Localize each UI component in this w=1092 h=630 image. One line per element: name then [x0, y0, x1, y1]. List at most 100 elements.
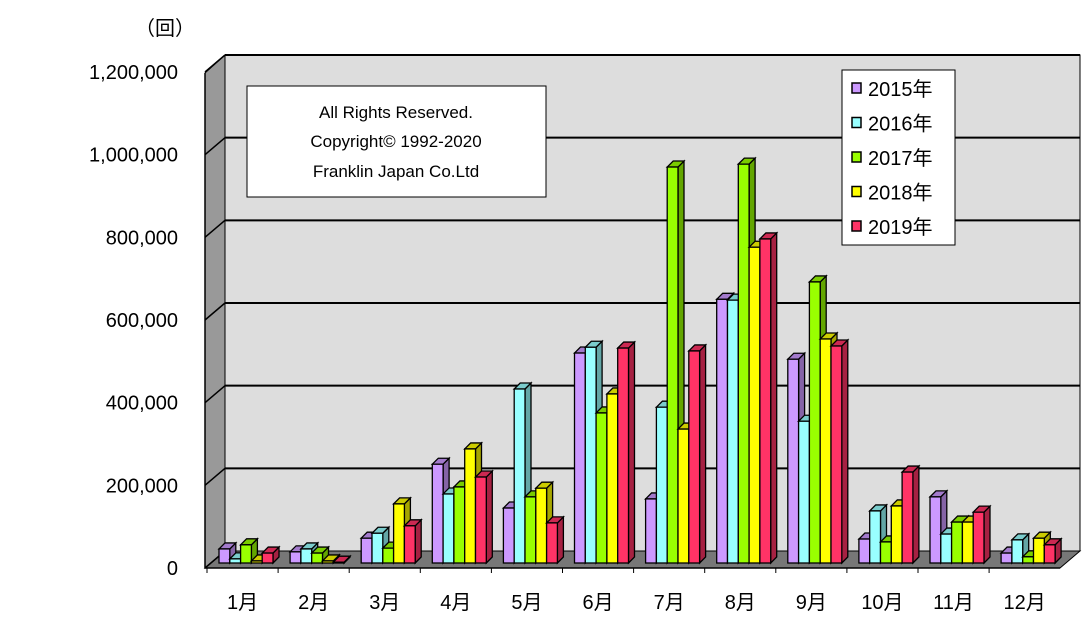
bar-front [1032, 537, 1045, 564]
y-tick-label: 1,200,000 [89, 62, 178, 84]
bar-front [502, 507, 515, 564]
bar-side [983, 504, 991, 565]
copyright-box: All Rights Reserved. Copyright© 1992-202… [246, 85, 547, 198]
legend-label: 2015年 [868, 78, 933, 101]
bar-front [726, 299, 739, 564]
legend-swatch [851, 151, 862, 163]
bar-front [289, 551, 302, 564]
x-tick-label: 9月 [796, 592, 827, 614]
bar-front [453, 486, 466, 564]
bar-front [442, 493, 455, 564]
bar-front [360, 537, 373, 564]
legend-label: 2017年 [868, 147, 933, 170]
bar-front [595, 412, 608, 564]
bar [473, 469, 494, 565]
bar-front [321, 560, 334, 564]
bar-front [311, 552, 324, 564]
copyright-line-3: Franklin Japan Co.Ltd [313, 162, 479, 181]
bar [900, 464, 921, 565]
x-tick-label: 7月 [654, 592, 685, 614]
bar [829, 338, 850, 565]
x-tick-label: 5月 [511, 592, 542, 614]
legend-swatch [851, 185, 862, 198]
bar-front [655, 406, 668, 564]
bar-side [841, 338, 849, 565]
bar-side [698, 343, 707, 565]
bar-front [300, 548, 313, 564]
bar-front [759, 238, 772, 564]
bar-front [797, 420, 811, 564]
bar-front [239, 544, 253, 564]
bar [758, 231, 779, 565]
gridline-side [204, 385, 226, 404]
bar-front [250, 560, 263, 564]
unit-label: （回） [135, 17, 195, 40]
bar-front [1043, 544, 1056, 564]
x-tick-label: 8月 [725, 592, 756, 614]
y-tick-label: 600,000 [106, 310, 178, 332]
legend: 2015年 2016年 2017年 2018年 2019年 [841, 69, 956, 246]
x-tick-label: 1月 [227, 592, 258, 614]
bar-front [431, 463, 444, 564]
copyright-line-1: All Rights Reserved. [319, 103, 473, 122]
x-tick-label: 10月 [861, 592, 903, 614]
bar-front [879, 541, 892, 564]
bar-side [627, 340, 636, 565]
bar-front [392, 503, 406, 564]
bar [260, 545, 281, 565]
bar-front [332, 561, 345, 564]
bar-front [950, 521, 964, 564]
bar-front [229, 558, 242, 564]
x-tick-label: 6月 [582, 592, 613, 614]
bar-front [513, 388, 526, 564]
bar [687, 343, 708, 565]
legend-swatch [851, 116, 862, 129]
bar-front [890, 505, 903, 564]
bar-front [819, 338, 832, 564]
gridline-side [204, 219, 226, 238]
bar-front [1000, 552, 1013, 564]
bar-front [869, 510, 882, 564]
legend-swatch [851, 220, 862, 232]
bar-front [808, 281, 821, 564]
bar-front [524, 496, 537, 564]
copyright-line-2: Copyright© 1992-2020 [310, 132, 481, 151]
bar-front [961, 521, 974, 564]
bar-front [787, 358, 800, 564]
bar-front [716, 298, 729, 564]
y-tick-label: 0 [167, 558, 178, 580]
bar-front [535, 487, 548, 564]
bar-front [901, 471, 914, 564]
bar-front [382, 547, 395, 564]
y-tick-label: 400,000 [106, 393, 178, 415]
bar-front [830, 345, 843, 564]
legend-swatch [851, 82, 862, 94]
bar-side [770, 231, 778, 565]
gridline-side [204, 302, 226, 321]
bar-side [556, 515, 565, 565]
gridline-side [204, 54, 226, 73]
bar-side [912, 464, 920, 565]
legend-label: 2019年 [868, 216, 933, 239]
bar-front [403, 525, 416, 564]
bar-front [677, 428, 690, 564]
bar-side [485, 469, 493, 565]
bar-front [1022, 556, 1035, 564]
legend-label: 2016年 [868, 113, 933, 136]
bar [545, 515, 565, 565]
bar-front [972, 511, 985, 564]
gridline-side [204, 137, 226, 156]
bar-front [545, 522, 559, 564]
bar-front [464, 448, 477, 564]
bar [971, 504, 992, 565]
bar [402, 518, 423, 565]
bar [331, 554, 352, 565]
bar-front [858, 538, 871, 564]
bar-front [737, 163, 750, 564]
y-tick-label: 1,000,000 [89, 145, 178, 167]
bar-front [929, 496, 942, 564]
gridline-side [204, 467, 226, 486]
bar-front [474, 476, 487, 564]
bar-side [414, 518, 422, 565]
bar-front [644, 498, 658, 564]
